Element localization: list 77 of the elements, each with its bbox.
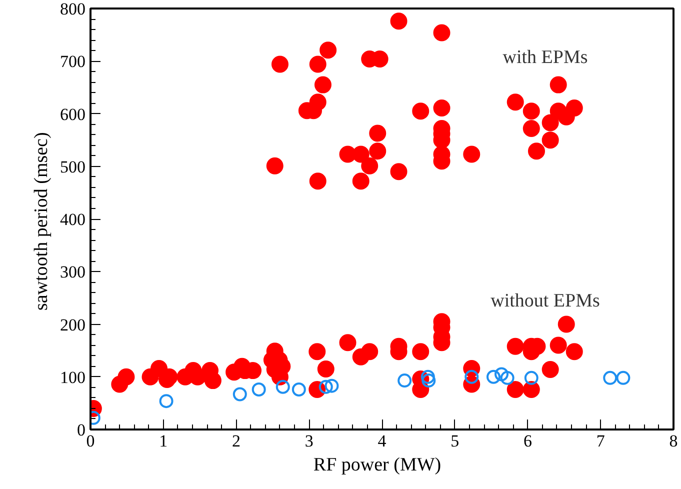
point <box>369 124 386 142</box>
y-tick-label: 800 <box>60 0 86 18</box>
point <box>486 370 500 384</box>
point <box>118 368 135 386</box>
point <box>232 387 247 402</box>
point <box>369 142 386 160</box>
point <box>420 370 435 384</box>
point <box>506 381 524 398</box>
point <box>339 334 356 352</box>
point <box>159 394 174 408</box>
point <box>463 146 480 163</box>
point <box>412 102 430 120</box>
y-tick-label: 300 <box>60 262 86 282</box>
point <box>204 372 222 390</box>
point <box>352 172 370 190</box>
point <box>309 56 326 73</box>
point <box>566 99 583 116</box>
point <box>542 361 559 378</box>
point <box>506 94 524 111</box>
x-tick-label: 3 <box>304 432 314 450</box>
point <box>566 343 583 360</box>
x-tick-label: 5 <box>450 432 460 450</box>
y-tick-label: 200 <box>60 315 86 334</box>
point <box>433 99 450 116</box>
point <box>522 102 540 120</box>
point <box>361 157 378 174</box>
point <box>528 142 545 160</box>
x-tick-label: 2 <box>232 432 240 450</box>
point <box>317 360 334 378</box>
point <box>550 336 567 354</box>
x-tick-label: 4 <box>378 432 387 450</box>
point <box>398 374 412 388</box>
point <box>522 381 540 398</box>
x-tick-label: 7 <box>596 432 606 450</box>
point <box>361 343 378 360</box>
point <box>542 132 559 149</box>
point <box>309 172 326 190</box>
point <box>412 343 430 360</box>
x-tick-label: 8 <box>669 432 678 450</box>
point <box>433 24 450 42</box>
y-axis-title: sawtooth period (msec) <box>31 132 52 311</box>
point <box>276 380 290 394</box>
point <box>558 316 575 333</box>
point <box>522 120 540 137</box>
point <box>494 367 509 382</box>
point <box>390 12 408 30</box>
point <box>422 374 436 388</box>
series-label: without EPMs <box>490 290 600 312</box>
x-tick-label: 6 <box>524 432 532 450</box>
point <box>308 343 326 360</box>
point <box>252 382 266 396</box>
series-label: with EPMs <box>502 46 588 68</box>
point <box>524 370 538 385</box>
point <box>318 380 333 394</box>
point <box>603 370 618 385</box>
point <box>500 370 514 385</box>
point <box>266 157 284 174</box>
y-tick-label: 100 <box>60 368 86 387</box>
x-tick-label: 1 <box>159 432 168 450</box>
point <box>390 163 408 180</box>
point <box>271 56 288 73</box>
point <box>292 382 306 396</box>
y-tick-label: 600 <box>60 104 86 124</box>
point <box>542 114 559 132</box>
point <box>189 368 206 386</box>
y-tick-label: 700 <box>60 52 86 72</box>
point <box>352 146 370 163</box>
point <box>506 338 524 355</box>
point <box>324 378 339 393</box>
point <box>550 76 567 94</box>
point <box>464 370 479 384</box>
y-tick-label: 500 <box>60 157 86 176</box>
y-tick-label: 400 <box>60 210 86 229</box>
point <box>314 76 332 94</box>
point <box>320 42 337 59</box>
point <box>616 370 630 385</box>
x-axis-title: RF power (MW) <box>313 454 442 476</box>
